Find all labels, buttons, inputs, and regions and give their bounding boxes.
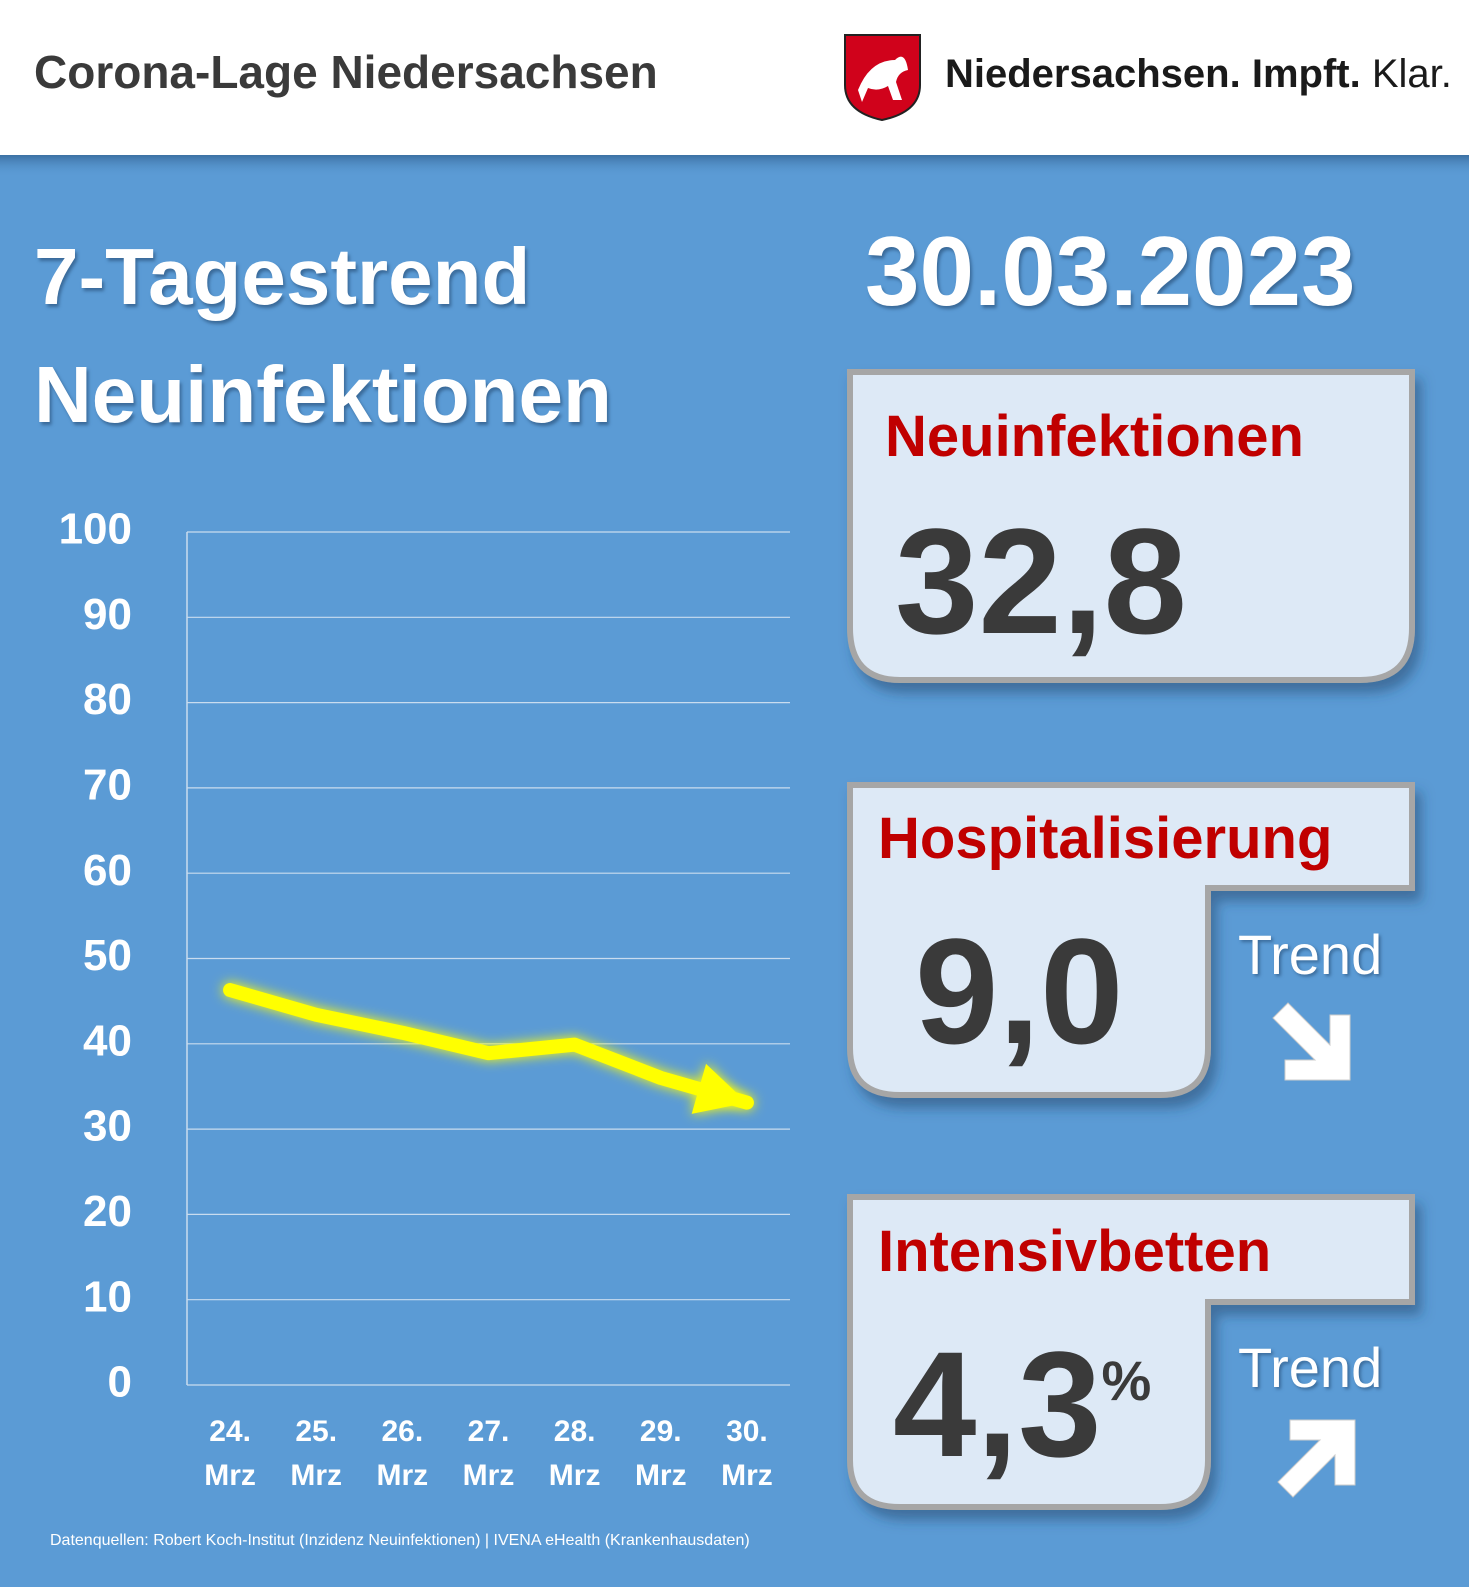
card-value: 32,8 (895, 497, 1187, 665)
x-tick-label: 28. Mrz (548, 1415, 601, 1492)
trend-label: Trend (1238, 923, 1383, 986)
x-tick-label: 27. Mrz (462, 1415, 515, 1492)
header-shadow (0, 155, 1469, 177)
card (847, 369, 1415, 683)
chart-title: 7-Tagestrend Neuinfektionen (34, 232, 612, 439)
card-title: Intensivbetten (878, 1219, 1272, 1284)
trend-line (223, 983, 754, 1110)
y-tick-label: 70 (83, 761, 132, 810)
trend-arrow-up (1277, 1419, 1356, 1498)
y-tick-label: 60 (83, 846, 132, 895)
card-value-number: 4,3 (893, 1320, 1102, 1488)
x-tick-label: 29. Mrz (634, 1415, 687, 1492)
y-tick-label: 90 (83, 590, 132, 639)
date: 30.03.2023 (865, 216, 1356, 326)
y-tick-label: 0 (108, 1358, 132, 1407)
footer-source: Datenquellen: Robert Koch-Institut (Inzi… (50, 1532, 750, 1549)
y-tick-label: 100 (59, 505, 132, 554)
card (847, 1194, 1415, 1510)
logo-text: Niedersachsen. Impft. Klar. (945, 52, 1452, 97)
logo-word: Niedersachsen. (945, 52, 1241, 96)
trend-label: Trend (1238, 1336, 1383, 1399)
card (847, 782, 1415, 1098)
plot: 0 10 20 30 40 50 60 70 80 90 100 (59, 505, 790, 1407)
x-tick-label: 30. Mrz (721, 1415, 773, 1492)
trend-arrowhead (691, 1063, 747, 1114)
header-band (0, 0, 1469, 155)
y-tick-label: 10 (83, 1272, 132, 1321)
y-tick-label: 30 (83, 1102, 132, 1151)
card-value: 9,0 (915, 907, 1124, 1075)
x-tick-label: 26. Mrz (376, 1415, 429, 1492)
card-unit: % (1101, 1349, 1152, 1412)
y-tick-label: 80 (83, 675, 132, 724)
x-tick-label: 24. Mrz (204, 1415, 256, 1492)
logo-word: Impft. (1251, 52, 1361, 96)
y-tick-label: 50 (83, 931, 132, 980)
card-title: Hospitalisierung (878, 806, 1333, 871)
x-tick-label: 25. Mrz (290, 1415, 343, 1492)
y-tick-label: 40 (83, 1016, 132, 1065)
trend-arrow-down (1272, 1002, 1351, 1081)
logo-horse (858, 56, 908, 102)
header-title: Corona-Lage Niedersachsen (34, 46, 658, 98)
card-title: Neuinfektionen (885, 404, 1304, 469)
logo-word: Klar. (1371, 52, 1452, 96)
card-value: 4,3% (893, 1318, 1151, 1491)
y-tick-label: 20 (83, 1187, 132, 1236)
